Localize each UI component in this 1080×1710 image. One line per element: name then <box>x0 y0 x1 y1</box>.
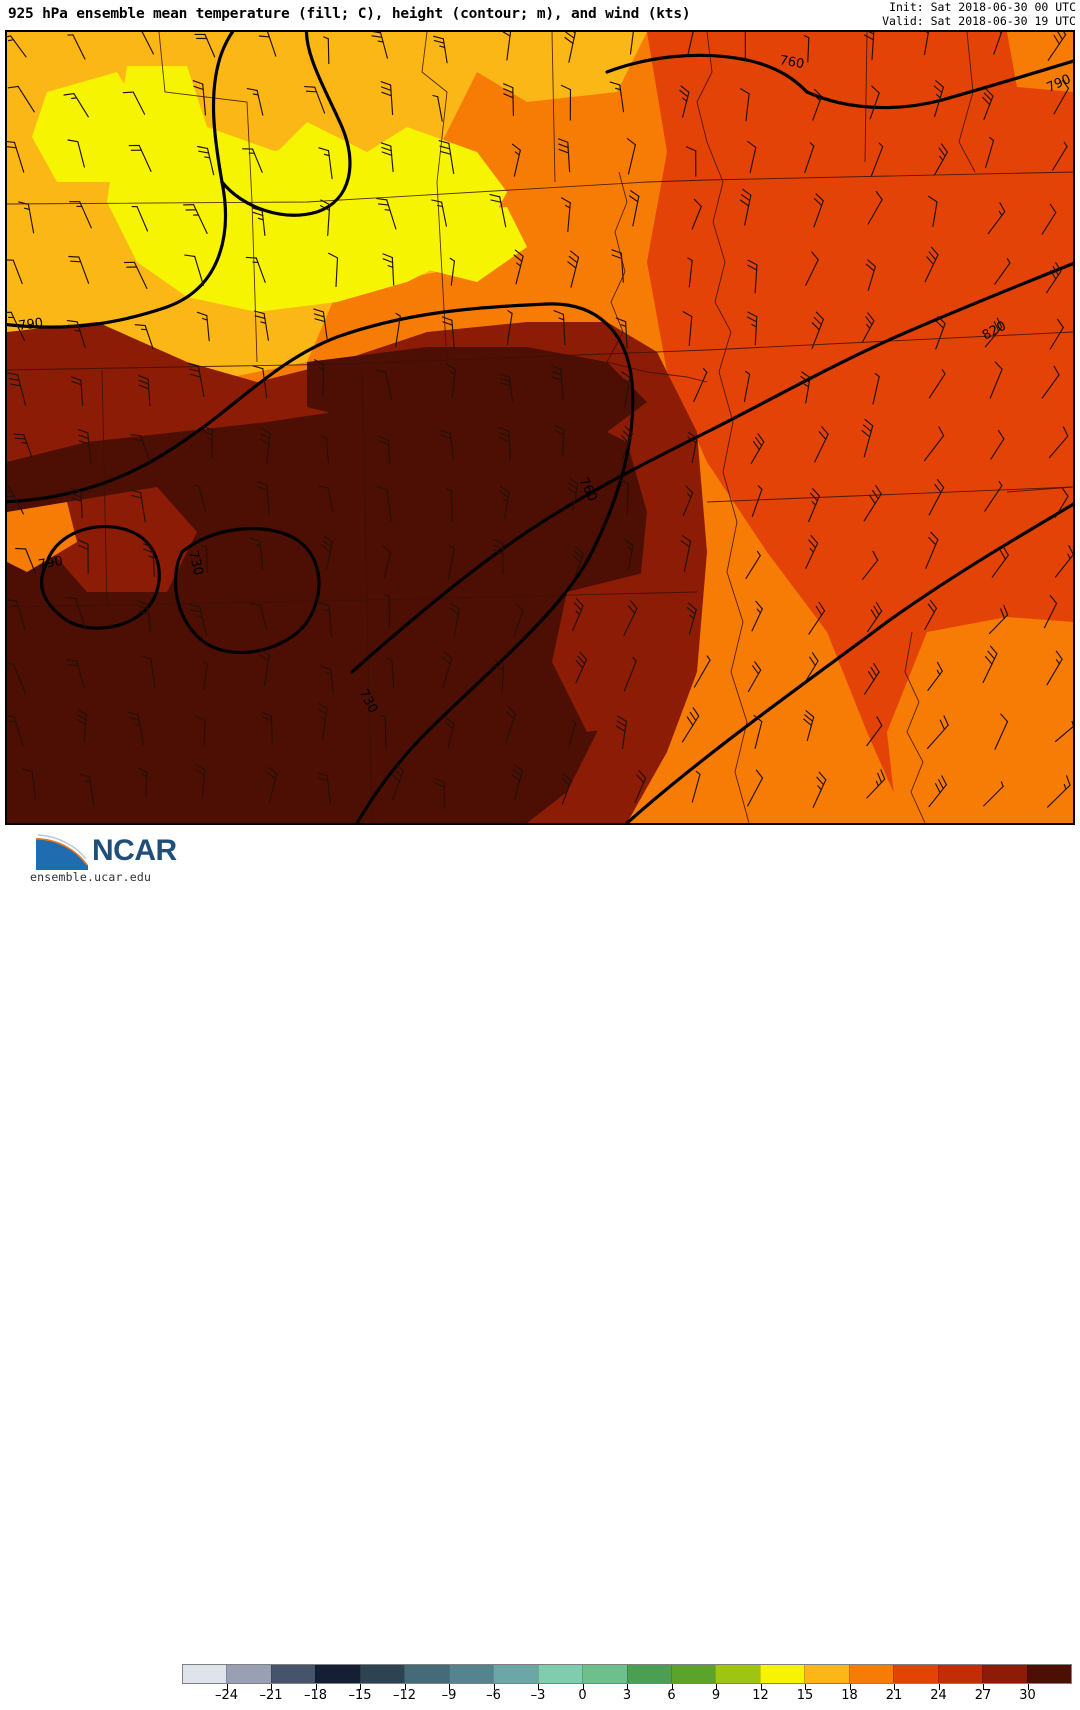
colorbar-segment <box>315 1665 359 1683</box>
colorbar-tick-label: 12 <box>752 1688 769 1703</box>
colorbar-tick-label: –9 <box>442 1688 457 1703</box>
wind-barb-flag <box>7 491 12 492</box>
colorbar-tick-label: 9 <box>712 1688 720 1703</box>
header-bar: 925 hPa ensemble mean temperature (fill;… <box>0 0 1080 30</box>
colorbar-tick-label: –15 <box>348 1688 371 1703</box>
colorbar-tick-label: –24 <box>215 1688 238 1703</box>
wind-barb-flag <box>385 210 390 211</box>
colorbar-segment <box>1027 1665 1071 1683</box>
wind-barb-flag <box>7 496 14 497</box>
colorbar-tick-label: 15 <box>797 1688 814 1703</box>
ncar-site-url: ensemble.ucar.edu <box>30 870 151 884</box>
valid-time-label: Valid: Sat 2018-06-30 19 UTC <box>882 14 1076 28</box>
wind-barb-flag <box>307 91 317 92</box>
ncar-wordmark: NCAR <box>92 834 177 868</box>
wind-barb-flag <box>71 261 81 262</box>
colorbar-segment <box>493 1665 537 1683</box>
wind-barb-flag <box>72 98 77 99</box>
colorbar-tick-label: –21 <box>259 1688 282 1703</box>
map-panel[interactable]: 790 790 730 730 760 760 790 820 <box>5 30 1075 825</box>
footer-bar: NCAR ensemble.ucar.edu –24–21–18–15–12–9… <box>0 827 1080 887</box>
colorbar-tick-label: 21 <box>886 1688 903 1703</box>
colorbar-segment <box>715 1665 759 1683</box>
colorbar-segment <box>449 1665 493 1683</box>
wind-barb-flag <box>378 41 383 42</box>
wind-barb-flag <box>11 721 16 722</box>
colorbar-tick-label: 0 <box>578 1688 586 1703</box>
wind-barb-flag <box>15 438 25 439</box>
colorbar-tick-label: 27 <box>975 1688 992 1703</box>
weather-map-page: 925 hPa ensemble mean temperature (fill;… <box>0 0 1080 887</box>
ncar-logo[interactable]: NCAR ensemble.ucar.edu <box>8 830 168 884</box>
colorbar-segment <box>271 1665 315 1683</box>
colorbar-segment <box>671 1665 715 1683</box>
wind-barb-flag <box>7 486 9 487</box>
map-canvas[interactable]: 790 790 730 730 760 760 790 820 <box>7 32 1073 823</box>
colorbar-segment <box>582 1665 626 1683</box>
temperature-colorbar[interactable] <box>182 1664 1072 1684</box>
wind-barb-flag <box>7 260 13 261</box>
colorbar-tick-label: 30 <box>1019 1688 1036 1703</box>
run-time-stamp: Init: Sat 2018-06-30 00 UTC Valid: Sat 2… <box>882 0 1076 28</box>
colorbar-segment <box>760 1665 804 1683</box>
colorbar-tick-labels: –24 –21 –18 –15 –12 –9 –6 –3 0 3 6 9 12 15 18 21 24 27 30 <box>0 1688 1080 1710</box>
temperature-fill-layer <box>7 32 1073 823</box>
init-time-label: Init: Sat 2018-06-30 00 UTC <box>882 0 1076 14</box>
wind-barb <box>328 39 329 64</box>
wind-barb <box>513 88 514 116</box>
wind-barb-flag <box>246 257 256 258</box>
ncar-logo-mark <box>36 832 88 870</box>
colorbar-tick-label: 6 <box>667 1688 675 1703</box>
colorbar-segment <box>226 1665 270 1683</box>
wind-barb-flag <box>132 440 142 441</box>
colorbar-segment <box>804 1665 848 1683</box>
colorbar-tick-label: –18 <box>304 1688 327 1703</box>
fill-core-maroon <box>7 402 647 823</box>
colorbar-tick-label: –6 <box>486 1688 501 1703</box>
wind-barb-flag <box>305 87 315 88</box>
wind-barb-flag <box>123 92 133 93</box>
colorbar-segment <box>893 1665 937 1683</box>
colorbar-tick-label: –3 <box>531 1688 546 1703</box>
colorbar-segment <box>360 1665 404 1683</box>
page-title: 925 hPa ensemble mean temperature (fill;… <box>8 6 690 22</box>
colorbar-tick-label: –12 <box>393 1688 416 1703</box>
wind-barb-flag <box>194 486 199 487</box>
colorbar-segment <box>627 1665 671 1683</box>
colorbar-segment <box>849 1665 893 1683</box>
colorbar-segment <box>982 1665 1026 1683</box>
colorbar-segment <box>404 1665 448 1683</box>
wind-barb-flag <box>131 435 141 436</box>
wind-barb-flag <box>14 434 24 435</box>
wind-barb-flag <box>69 257 79 258</box>
colorbar-tick-label: 18 <box>841 1688 858 1703</box>
colorbar-segment <box>183 1665 226 1683</box>
colorbar-segment <box>538 1665 582 1683</box>
wind-barb-flag <box>75 330 80 331</box>
wind-barb-flag <box>13 606 18 607</box>
wind-barb <box>452 491 453 522</box>
colorbar-tick-label: 24 <box>930 1688 947 1703</box>
colorbar-tick-label: 3 <box>623 1688 631 1703</box>
wind-barb <box>323 364 324 396</box>
colorbar-segment <box>938 1665 982 1683</box>
